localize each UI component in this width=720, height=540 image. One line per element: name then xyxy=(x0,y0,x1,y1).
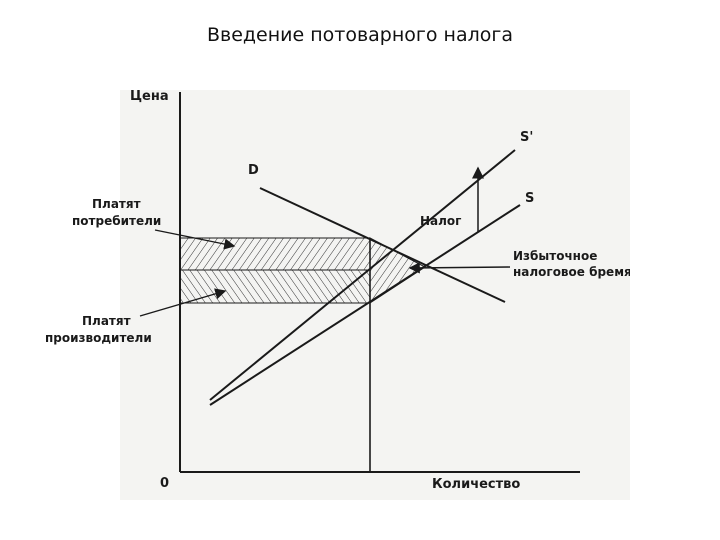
tax-incidence-diagram: Цена Количество 0 D S' S Налог Платят по… xyxy=(20,70,632,500)
producers-label-line2: производители xyxy=(45,331,152,345)
consumer-burden-area xyxy=(179,237,371,271)
deadweight-pointer xyxy=(408,262,511,274)
supply-label: S xyxy=(525,191,534,206)
demand-label: D xyxy=(248,163,259,178)
origin-label: 0 xyxy=(160,476,169,491)
slide-title: Введение потоварного налога xyxy=(206,24,514,46)
producers-pointer xyxy=(139,288,227,317)
demand-curve xyxy=(259,187,506,303)
tax-label: Налог xyxy=(420,214,461,228)
supply-curve xyxy=(209,204,521,406)
x-axis-label: Количество xyxy=(432,477,520,492)
supply-taxed-label: S' xyxy=(520,130,533,145)
producer-burden-area xyxy=(179,269,371,304)
deadweight-label-line1: Избыточное xyxy=(513,249,597,263)
consumers-label-line1: Платят xyxy=(92,197,141,211)
consumers-label-line2: потребители xyxy=(72,214,161,228)
consumers-pointer xyxy=(154,229,236,250)
supply-curve-taxed xyxy=(209,149,516,401)
deadweight-label-line2: налоговое бремя xyxy=(513,265,630,279)
producers-label-line1: Платят xyxy=(82,314,131,328)
y-axis-label: Цена xyxy=(130,89,169,104)
diagram-svg: Цена Количество 0 D S' S Налог Платят по… xyxy=(45,89,632,500)
